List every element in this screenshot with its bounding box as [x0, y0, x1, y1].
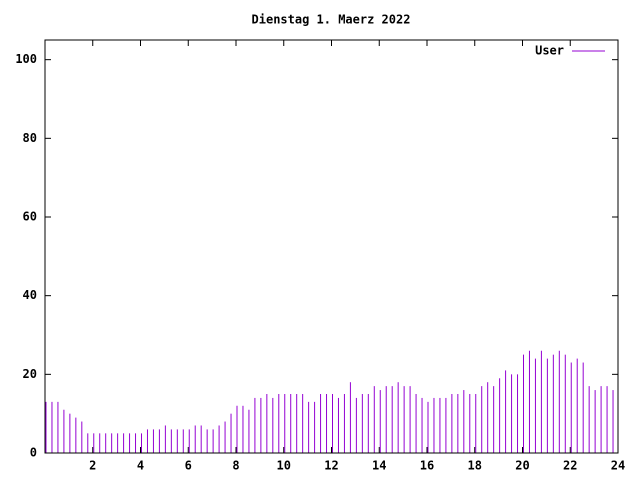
x-tick-label: 18: [468, 459, 482, 473]
x-tick-label: 10: [277, 459, 291, 473]
y-tick-label: 20: [23, 367, 37, 381]
y-tick-label: 40: [23, 288, 37, 302]
y-tick-label: 0: [30, 446, 37, 460]
x-tick-label: 20: [515, 459, 529, 473]
x-tick-label: 12: [324, 459, 338, 473]
x-tick-label: 16: [420, 459, 434, 473]
x-tick-label: 24: [611, 459, 625, 473]
x-tick-label: 6: [185, 459, 192, 473]
x-tick-label: 4: [137, 459, 144, 473]
y-tick-label: 60: [23, 210, 37, 224]
x-tick-label: 2: [89, 459, 96, 473]
x-tick-label: 22: [563, 459, 577, 473]
plot-frame: [44, 39, 619, 454]
legend-label: User: [535, 44, 564, 58]
x-tick-label: 14: [372, 459, 386, 473]
y-tick-label: 100: [15, 52, 37, 66]
x-tick-label: 8: [232, 459, 239, 473]
chart-title: Dienstag 1. Maerz 2022: [252, 13, 411, 27]
y-tick-label: 80: [23, 131, 37, 145]
